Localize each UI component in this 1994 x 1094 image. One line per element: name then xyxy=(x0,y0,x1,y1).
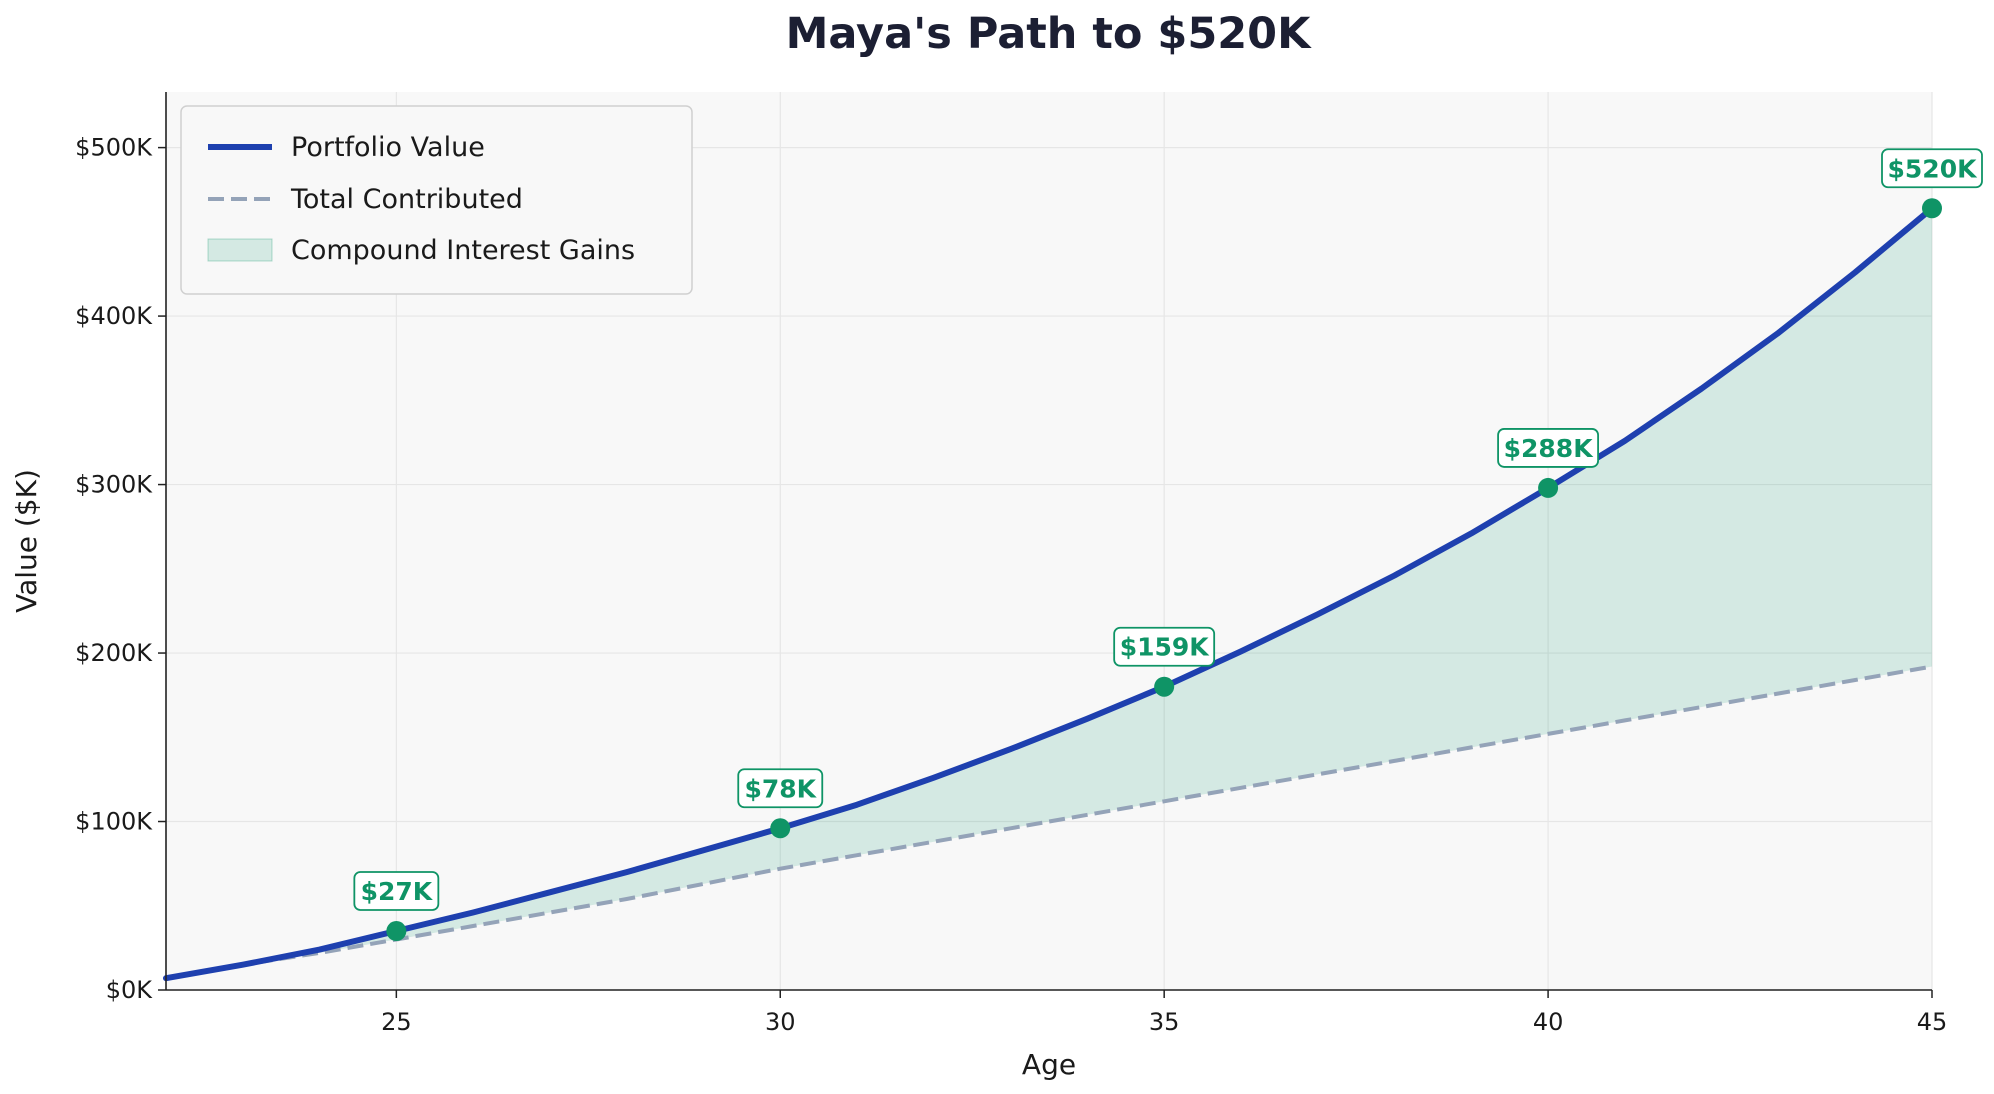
y-tick-label: $200K xyxy=(75,639,153,667)
chart-title: Maya's Path to $520K xyxy=(786,9,1313,59)
lines-layer xyxy=(163,205,1935,982)
milestone-label-box xyxy=(353,871,440,911)
milestone-label: $288K xyxy=(1504,434,1595,463)
legend-label: Total Contributed xyxy=(290,184,523,215)
legend-gains-swatch xyxy=(207,238,273,262)
markers-layer xyxy=(386,198,1942,942)
x-tick-label: 40 xyxy=(1533,1008,1564,1036)
x-axis-label: Age xyxy=(1022,1048,1076,1081)
milestone-label-box xyxy=(1881,148,1983,189)
gains-fill-layer xyxy=(166,208,1932,979)
milestone-label: $78K xyxy=(744,774,817,803)
legend: Portfolio Value Total Contributed Compound… xyxy=(180,105,693,295)
legend-label: Portfolio Value xyxy=(291,132,485,163)
x-tick-label: 45 xyxy=(1917,1008,1948,1036)
milestone-marker xyxy=(1538,477,1559,498)
milestone-label: $27K xyxy=(361,877,434,906)
y-tick-label: $500K xyxy=(75,134,153,162)
x-tick-label: 25 xyxy=(381,1008,412,1036)
y-ticks: $0K $100K $200K $300K $400K $500K xyxy=(75,134,166,1004)
milestone-marker xyxy=(1922,198,1942,219)
milestone-label-box xyxy=(1497,428,1599,468)
x-tick-label: 35 xyxy=(1149,1008,1180,1036)
y-axis-label: Value ($K) xyxy=(10,469,43,613)
milestone-label: $520K xyxy=(1888,154,1979,183)
milestone-marker xyxy=(1154,676,1175,697)
y-tick-label: $300K xyxy=(75,471,153,499)
x-ticks: 25 30 35 40 45 xyxy=(381,990,1947,1036)
milestone-marker xyxy=(770,818,791,839)
x-tick-label: 30 xyxy=(765,1008,796,1036)
milestone-label: $159K xyxy=(1120,633,1211,662)
legend-box xyxy=(180,105,693,295)
grid xyxy=(166,92,1933,991)
compound-interest-gains-area xyxy=(166,208,1932,979)
y-tick-label: $100K xyxy=(75,808,153,836)
annotations-layer: $27K $78K $159K $288K $520K xyxy=(353,148,1983,911)
milestone-label-box xyxy=(737,768,824,809)
milestone-marker xyxy=(386,921,407,942)
y-tick-label: $0K xyxy=(106,976,154,1004)
legend-label: Compound Interest Gains xyxy=(291,235,635,266)
y-tick-label: $400K xyxy=(75,302,153,330)
portfolio-value-line xyxy=(163,205,1935,982)
milestone-label-box xyxy=(1113,626,1216,667)
